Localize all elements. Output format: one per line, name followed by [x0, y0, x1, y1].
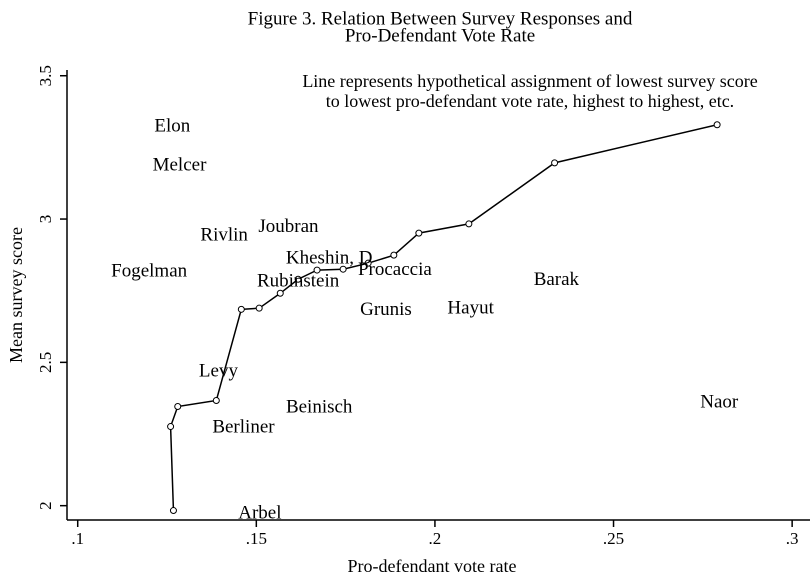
point-label: Berliner [212, 417, 275, 438]
x-tick-label: .1 [71, 529, 84, 548]
point-label: Elon [154, 116, 190, 137]
line-point [713, 121, 721, 129]
line-point [294, 275, 302, 283]
point-label: Procaccia [358, 259, 432, 280]
line-point [551, 159, 559, 167]
line [169, 124, 718, 511]
point-label: Joubran [258, 216, 319, 237]
line-point [167, 423, 175, 431]
y-tick-label: 3.5 [36, 65, 55, 86]
point-label: Naor [700, 392, 739, 413]
y-axis-label: Mean survey score [6, 227, 26, 363]
x-tick-label: .2 [429, 529, 442, 548]
point-label: Grunis [360, 299, 412, 320]
x-tick-label: .15 [246, 529, 267, 548]
point-label: Barak [534, 269, 580, 290]
y-tick-label: 2 [36, 501, 55, 510]
point-label: Beinisch [286, 397, 353, 418]
line-point [276, 289, 284, 297]
point-label: Levy [199, 361, 239, 382]
y-tick-label: 2.5 [36, 352, 55, 373]
point-label: Rubinstein [257, 270, 340, 291]
line-point [313, 266, 321, 274]
annotation: to lowest pro-defendant vote rate, highe… [326, 91, 734, 111]
line-point [237, 305, 245, 313]
line-point [169, 507, 177, 515]
line-point [465, 220, 473, 228]
line-point [415, 229, 423, 237]
line-point [364, 259, 372, 267]
point-label: Hayut [447, 298, 494, 319]
x-tick-label: .3 [786, 529, 799, 548]
point-label: Rivlin [200, 225, 248, 246]
point-label: Fogelman [111, 260, 187, 281]
chart-title: Figure 3. Relation Between Survey Respon… [248, 8, 633, 29]
line-point [212, 396, 220, 404]
x-axis-label: Pro-defendant vote rate [348, 556, 517, 576]
line-point [390, 251, 398, 259]
chart-title: Pro-Defendant Vote Rate [345, 25, 535, 46]
line-point [339, 265, 347, 273]
line-point [174, 402, 182, 410]
point-label: Arbel [238, 503, 281, 524]
x-tick-label: .25 [603, 529, 624, 548]
line-point [255, 304, 263, 312]
y-tick-label: 3 [36, 215, 55, 224]
annotation: Line represents hypothetical assignment … [302, 71, 757, 91]
point-label: Melcer [153, 154, 207, 175]
point-label: Kheshin, D [286, 248, 373, 269]
